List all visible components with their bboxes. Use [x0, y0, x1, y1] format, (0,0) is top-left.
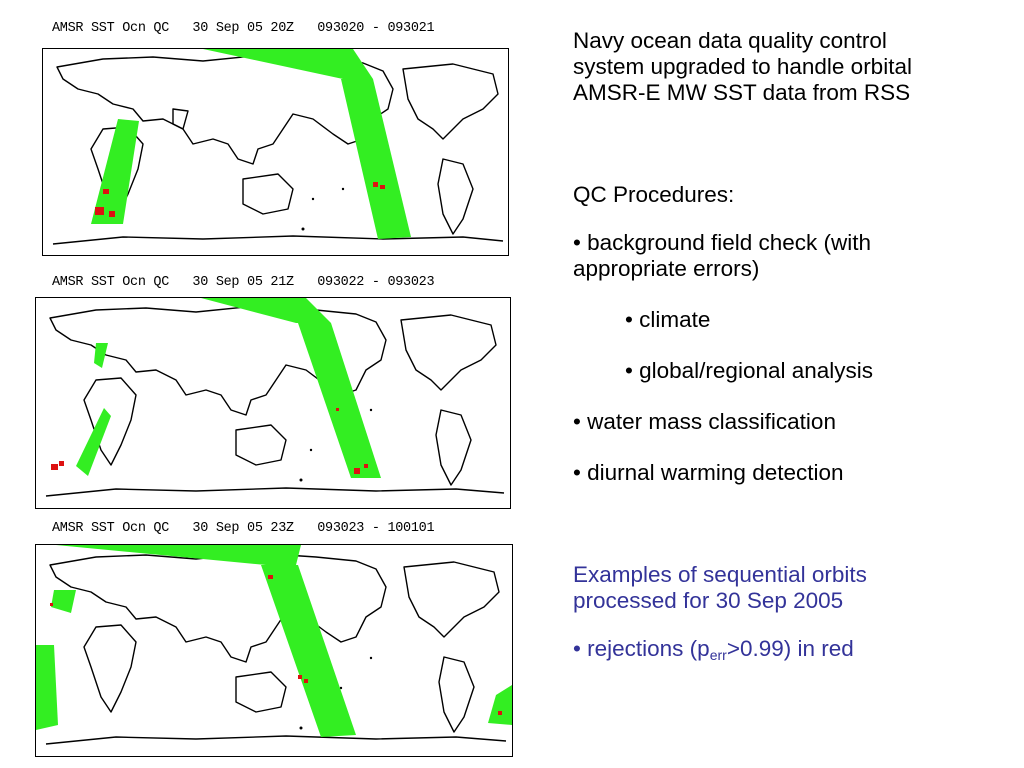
rejection-point: [103, 189, 109, 194]
map-1-canvas: [52, 49, 504, 245]
rejections-note: • rejections (perr>0.99) in red: [573, 636, 1013, 662]
examples-text: Examples of sequential orbits processed …: [573, 562, 867, 613]
rejection-point: [498, 711, 502, 715]
bullet-background-check: • background field check (with appropria…: [573, 230, 872, 281]
rejection-point: [268, 575, 273, 579]
coastlines: [45, 552, 507, 745]
rejection-points: [50, 575, 502, 715]
map-title-3: AMSR SST Ocn QC 30 Sep 05 23Z 093023 - 1…: [52, 521, 435, 536]
swath-2a: [76, 408, 111, 476]
bullet-climate: • climate: [625, 307, 711, 332]
bullet-water-mass: • water mass classification: [573, 409, 836, 434]
rejection-point: [95, 207, 104, 215]
description-panel: Navy ocean data quality control system u…: [573, 28, 1013, 662]
rejection-points: [51, 408, 368, 474]
rejection-point: [59, 461, 64, 466]
rejection-points: [95, 182, 385, 217]
qc-heading: QC Procedures:: [573, 182, 735, 207]
rejection-point: [336, 408, 339, 411]
orbit-map-1: [42, 48, 509, 256]
swath-2d: [298, 323, 381, 478]
rejection-point: [304, 679, 308, 683]
intro-text: Navy ocean data quality control system u…: [573, 28, 912, 105]
swath-1b: [203, 49, 373, 79]
swath-3c: [56, 545, 301, 565]
swath-3b: [51, 590, 76, 613]
orbit-map-2: [35, 297, 511, 509]
rejections-suffix: >0.99) in red: [726, 636, 854, 661]
rejection-point: [373, 182, 378, 187]
map-title-1: AMSR SST Ocn QC 30 Sep 05 20Z 093020 - 0…: [52, 21, 435, 36]
orbit-swaths: [91, 49, 411, 239]
swath-2c: [201, 298, 331, 323]
bullet-global-analysis: • global/regional analysis: [625, 358, 874, 383]
rejection-point: [380, 185, 385, 189]
orbit-swaths: [76, 298, 381, 478]
swath-3a: [36, 645, 58, 730]
rejections-prefix: • rejections (p: [573, 636, 710, 661]
coastlines: [45, 305, 505, 497]
map-title-2: AMSR SST Ocn QC 30 Sep 05 21Z 093022 - 0…: [52, 275, 435, 290]
map-3-canvas: [36, 545, 512, 745]
orbit-map-3: [35, 544, 513, 757]
rejections-subscript: err: [709, 647, 727, 663]
rejection-point: [364, 464, 368, 468]
rejection-point: [109, 211, 115, 217]
rejection-point: [354, 468, 360, 474]
rejection-point: [298, 675, 302, 679]
map-2-canvas: [45, 298, 505, 497]
swath-3d: [261, 565, 356, 737]
swath-1a: [91, 119, 139, 224]
bullet-diurnal-warming: • diurnal warming detection: [573, 460, 844, 485]
swath-1c: [341, 79, 411, 239]
swath-3e: [488, 685, 512, 725]
orbit-swaths: [36, 545, 512, 737]
swath-2b: [94, 343, 108, 368]
rejection-point: [51, 464, 58, 470]
rejection-point: [50, 603, 53, 606]
